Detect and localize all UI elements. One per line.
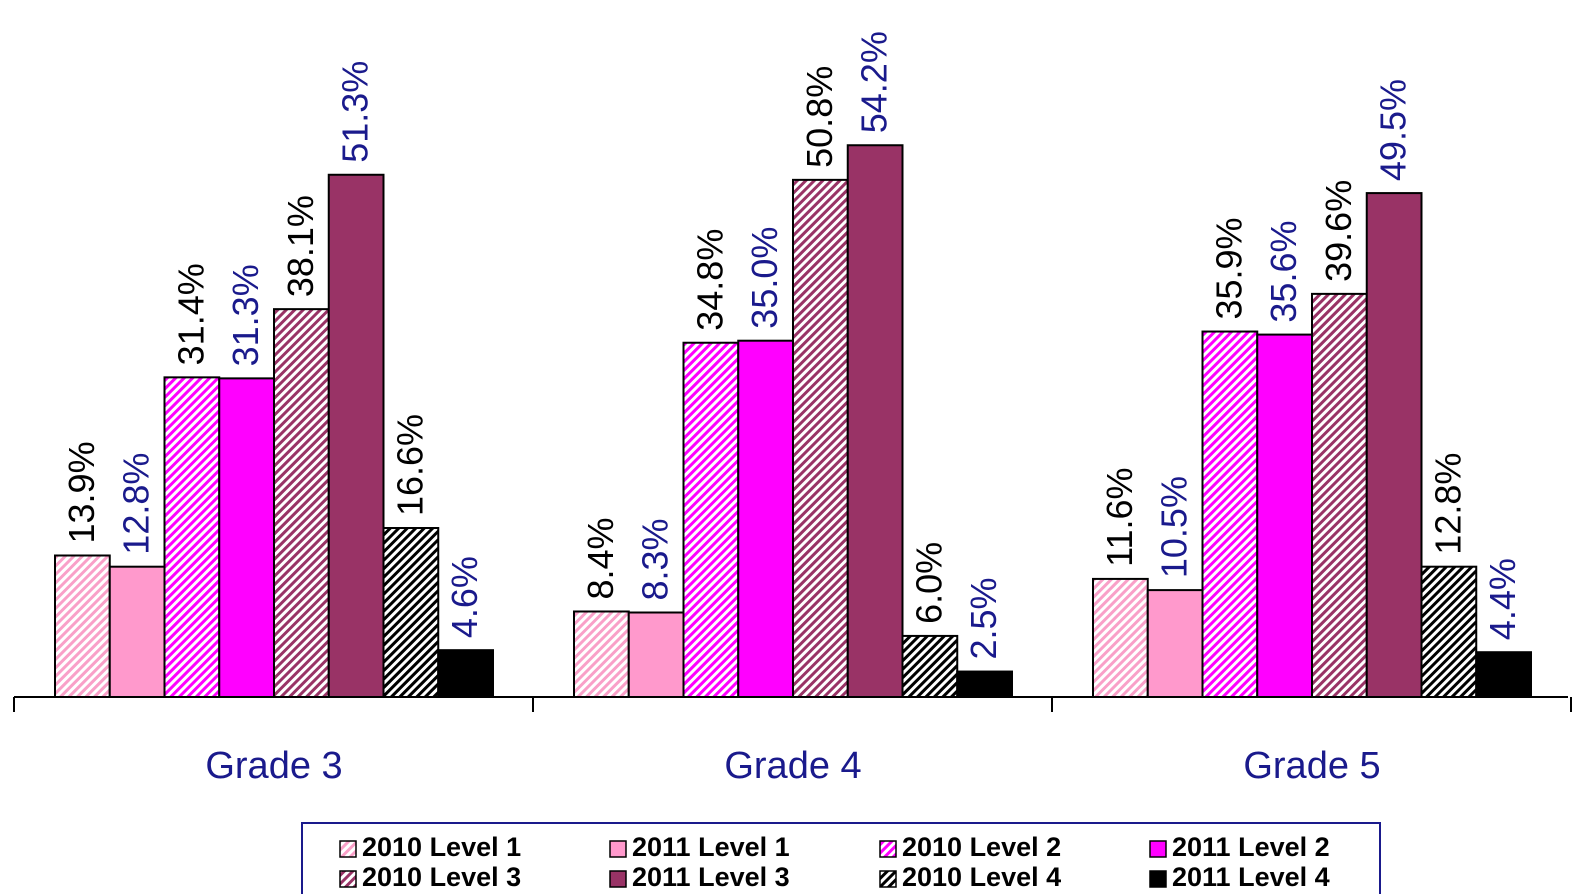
bar — [1475, 651, 1532, 699]
value-label: 4.6% — [444, 556, 485, 638]
legend-swatch — [1149, 840, 1167, 858]
value-label: 12.8% — [1427, 453, 1468, 555]
legend-box — [301, 822, 1381, 894]
value-label: 39.6% — [1318, 180, 1359, 282]
legend-swatch — [609, 870, 627, 888]
bar — [792, 178, 849, 698]
bar — [901, 634, 959, 698]
legend-label: 2010 Level 2 — [902, 832, 1061, 862]
legend-swatch — [1149, 870, 1167, 888]
bar — [1092, 577, 1149, 698]
bar — [327, 173, 385, 699]
value-label: 49.5% — [1373, 79, 1414, 181]
x-tick-label: Grade 5 — [1243, 745, 1380, 787]
legend-label: 2011 Level 4 — [1172, 862, 1330, 892]
x-tick-label: Grade 4 — [724, 745, 861, 787]
bar — [218, 377, 275, 698]
bar — [682, 341, 740, 698]
value-label: 35.0% — [744, 227, 785, 329]
bar — [382, 527, 440, 699]
value-label: 35.9% — [1208, 217, 1249, 319]
value-label: 8.4% — [580, 517, 621, 599]
bar — [846, 144, 904, 698]
value-label: 16.6% — [389, 414, 430, 516]
bar — [627, 611, 685, 698]
legend-label: 2010 Level 3 — [362, 862, 521, 892]
legend-label: 2011 Level 1 — [632, 832, 790, 862]
bar — [1146, 589, 1204, 698]
bar — [1311, 292, 1368, 698]
bar — [108, 565, 166, 698]
value-label: 13.9% — [61, 441, 102, 543]
bar — [573, 610, 630, 698]
value-label: 50.8% — [799, 66, 840, 168]
bar — [956, 670, 1013, 698]
value-label: 31.3% — [225, 264, 266, 366]
value-label: 54.2% — [854, 31, 895, 133]
value-label: 8.3% — [635, 518, 676, 600]
bar — [737, 339, 794, 698]
bar — [1365, 192, 1423, 698]
legend-label: 2011 Level 3 — [632, 862, 790, 892]
value-label: 34.8% — [689, 229, 730, 331]
value-label: 51.3% — [335, 61, 376, 163]
legend-label: 2011 Level 2 — [1172, 832, 1330, 862]
legend-label: 2010 Level 4 — [902, 862, 1061, 892]
legend-swatch — [879, 840, 897, 858]
legend-swatch — [879, 870, 897, 888]
value-label: 6.0% — [908, 542, 949, 624]
bar — [1256, 333, 1313, 698]
value-label: 31.4% — [170, 263, 211, 365]
value-label: 35.6% — [1263, 221, 1304, 323]
value-label: 11.6% — [1099, 468, 1140, 567]
bar — [163, 376, 221, 698]
bar — [437, 649, 494, 698]
legend-swatch — [339, 840, 357, 858]
legend-swatch — [339, 870, 357, 888]
bar — [1201, 330, 1259, 698]
bar — [273, 308, 330, 698]
value-label: 10.5% — [1154, 476, 1195, 578]
bar — [54, 554, 111, 698]
x-tick-label: Grade 3 — [205, 745, 342, 787]
value-label: 12.8% — [116, 453, 157, 555]
legend-label: 2010 Level 1 — [362, 832, 521, 862]
value-label: 38.1% — [280, 195, 321, 297]
value-label: 2.5% — [963, 577, 1004, 659]
legend-swatch — [609, 840, 627, 858]
value-label: 4.4% — [1482, 558, 1523, 640]
bar — [1420, 565, 1478, 698]
